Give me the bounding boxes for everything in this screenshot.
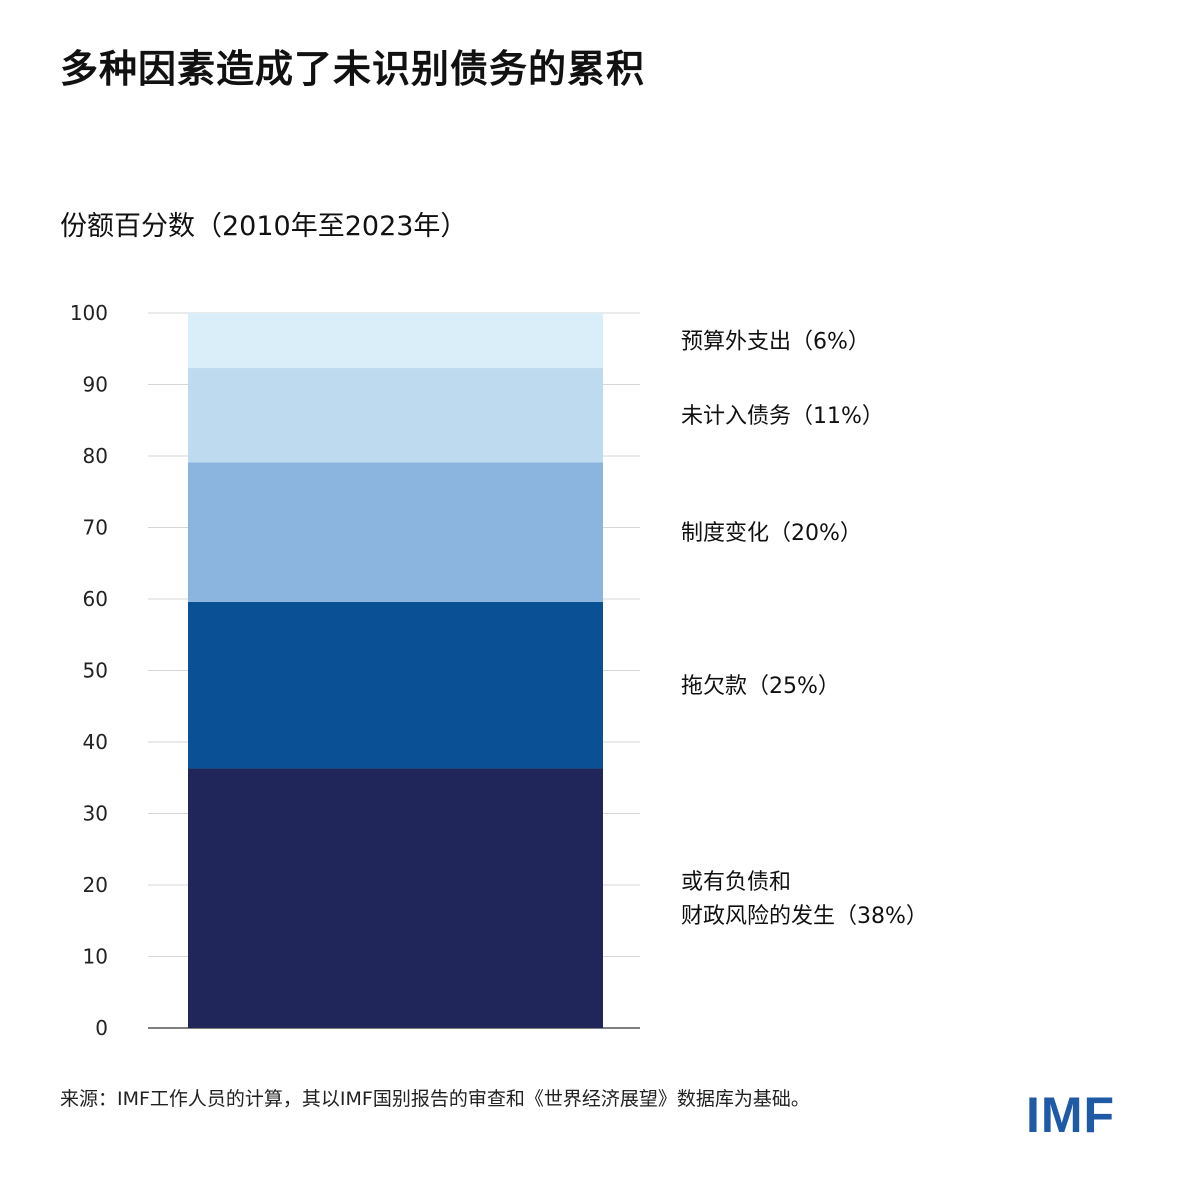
y-tick-label: 90 — [83, 373, 108, 397]
source-note: 来源：IMF工作人员的计算，其以IMF国别报告的审查和《世界经济展望》数据库为基… — [60, 1088, 810, 1110]
y-tick-label: 40 — [83, 730, 108, 754]
y-tick-label: 80 — [83, 444, 108, 468]
series-label: 拖欠款（25%） — [681, 674, 840, 699]
y-tick-label: 70 — [83, 516, 108, 540]
series-label: 未计入债务（11%） — [681, 404, 884, 429]
bar-segment — [188, 768, 603, 1028]
chart-subtitle: 份额百分数（2010年至2023年） — [60, 211, 468, 242]
bar-segment — [188, 368, 603, 463]
series-label: 财政风险的发生（38%） — [681, 904, 928, 929]
series-label: 预算外支出（6%） — [681, 330, 870, 355]
imf-logo: IMF — [1026, 1087, 1116, 1143]
y-tick-label: 0 — [95, 1016, 108, 1040]
series-label: 制度变化（20%） — [681, 521, 862, 546]
bar-segment — [188, 313, 603, 369]
y-tick-label: 100 — [70, 301, 108, 325]
y-tick-label: 10 — [83, 945, 108, 969]
bar-segment — [188, 601, 603, 769]
y-tick-label: 30 — [83, 802, 108, 826]
y-tick-label: 20 — [83, 873, 108, 897]
bar-segment — [188, 462, 603, 602]
chart-title: 多种因素造成了未识别债务的累积 — [60, 47, 646, 91]
y-tick-label: 60 — [83, 587, 108, 611]
series-label: 或有负债和 — [681, 870, 791, 895]
y-tick-label: 50 — [83, 659, 108, 683]
